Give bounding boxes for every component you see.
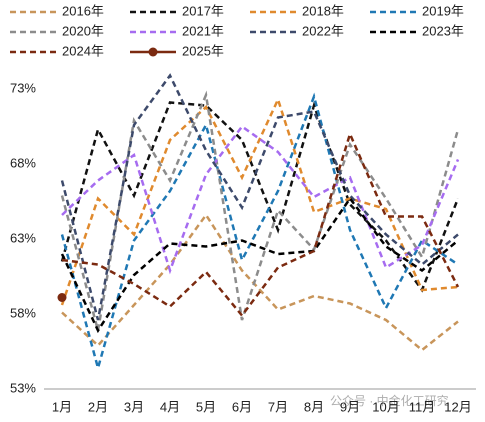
x-tick-label: 12月 (444, 399, 471, 414)
x-tick-label: 1月 (52, 399, 72, 414)
x-tick-label: 9月 (340, 399, 360, 414)
legend-label: 2022年 (302, 23, 344, 38)
x-tick-label: 8月 (304, 399, 324, 414)
y-tick-label: 53% (10, 380, 36, 395)
y-tick-label: 73% (10, 80, 36, 95)
x-tick-label: 6月 (232, 399, 252, 414)
legend-label: 2024年 (62, 43, 104, 58)
series-line (61, 212, 459, 352)
x-tick-label: 10月 (372, 399, 399, 414)
legend-label: 2017年 (182, 3, 224, 18)
legend-label: 2016年 (62, 3, 104, 18)
series-line (60, 196, 459, 334)
series-line (60, 90, 460, 331)
x-tick-label: 5月 (196, 399, 216, 414)
x-tick-label: 11月 (409, 399, 436, 414)
watermark: 公众号 · 中金化工研究 (330, 393, 449, 408)
series-line (60, 92, 459, 373)
y-tick-label: 68% (10, 155, 36, 170)
series-line (60, 101, 460, 293)
legend-label: 2023年 (422, 23, 464, 38)
legend-label: 2019年 (422, 3, 464, 18)
legend-label: 2021年 (182, 23, 224, 38)
y-tick-label: 63% (10, 230, 36, 245)
legend-label: 2020年 (62, 23, 104, 38)
x-tick-label: 3月 (124, 399, 144, 414)
legend-label: 2018年 (302, 3, 344, 18)
series-line (60, 96, 459, 306)
legend-marker (148, 47, 158, 57)
x-tick-label: 7月 (268, 399, 288, 414)
series-line (61, 124, 460, 275)
y-tick-label: 58% (10, 305, 36, 320)
series-marker (57, 293, 67, 302)
series-line (60, 73, 459, 321)
x-tick-label: 4月 (160, 399, 180, 414)
x-tick-label: 2月 (88, 399, 108, 414)
series-line (61, 130, 460, 318)
legend-label: 2025年 (182, 43, 224, 58)
